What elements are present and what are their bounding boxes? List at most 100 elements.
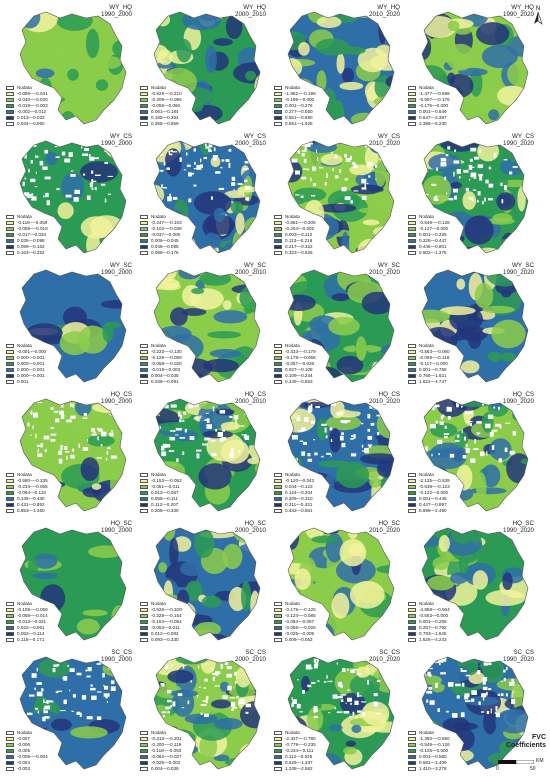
legend-swatch xyxy=(408,362,416,366)
legend-swatch xyxy=(6,749,14,753)
north-arrow: N xyxy=(530,4,546,26)
legend-row: Nodata xyxy=(274,214,338,220)
panel-variable-pair: WY_HQ xyxy=(377,4,400,11)
legend-row: 0.013—0.033 xyxy=(6,115,70,121)
basin-map xyxy=(153,398,261,512)
panel-variable-pair: HQ_SC xyxy=(110,520,132,527)
legend-swatch xyxy=(408,245,416,249)
legend-swatch xyxy=(6,251,14,255)
legend-row: 0.001 xyxy=(6,379,70,385)
basin-map xyxy=(19,527,127,641)
legend-swatch xyxy=(274,509,282,513)
scale-unit: KM xyxy=(536,758,544,764)
legend-row: 0.012—0.057 xyxy=(140,490,204,496)
panel-legend: Nodata -2.327—-0.780 -0.779—-0.235 -0.234—0… xyxy=(274,730,338,772)
legend-label: 0.802—1.375 xyxy=(419,250,447,255)
panel-legend: Nodata -0.223—-0.130 -0.129—-0.059 -0.058—-… xyxy=(140,343,204,385)
legend-row: -0.006 xyxy=(6,742,70,748)
legend-row: -0.019—-0.003 xyxy=(6,103,70,109)
legend-swatch xyxy=(274,374,282,378)
map-panel-hq-sc-1990_2000: HQ_SC 1990_2000 Nodata -0.105—-0.059 -0.058—… xyxy=(2,518,138,646)
legend-swatch xyxy=(6,509,14,513)
legend-label: -0.223—-0.130 xyxy=(151,349,182,354)
legend-swatch xyxy=(408,509,416,513)
legend-row: 0.581—1.409 xyxy=(408,760,472,766)
legend-label: Nodata xyxy=(17,472,32,477)
legend-label: -0.058—-0.020 xyxy=(151,361,182,366)
panel-variable-pair: WY_HQ xyxy=(109,4,132,11)
basin-map xyxy=(153,269,261,383)
legend-label: 0.012—0.092 xyxy=(151,631,179,636)
panel-legend: Nodata -0.861—-0.205 -0.204—0.002 0.003—0.1… xyxy=(274,214,338,256)
legend-label: -0.234—-0.065 xyxy=(17,484,48,489)
legend-swatch xyxy=(6,602,14,606)
legend-label: Nodata xyxy=(285,343,300,348)
legend-label: Nodata xyxy=(419,85,434,90)
legend-label: 0.099—0.162 xyxy=(17,244,45,249)
panel-legend: Nodata -0.007 -0.006 -0.005 -0.005—-0.004 -0.… xyxy=(6,730,70,772)
legend-label: 0.766—1.621 xyxy=(419,373,447,378)
panel-title: SC_CS 1990_2020 xyxy=(503,649,534,663)
legend-swatch xyxy=(6,368,14,372)
legend-label: 0.013—0.033 xyxy=(17,115,45,120)
legend-swatch xyxy=(274,632,282,636)
legend-swatch xyxy=(408,86,416,90)
legend-label: 0.323—0.626 xyxy=(285,250,313,255)
legend-row: 0.163—0.252 xyxy=(6,250,70,256)
legend-swatch xyxy=(408,116,416,120)
legend-swatch xyxy=(140,632,148,636)
legend-swatch xyxy=(408,368,416,372)
legend-row: 1.626—4.243 xyxy=(408,637,472,643)
legend-row: Nodata xyxy=(6,214,70,220)
legend-row: -0.223—-0.130 xyxy=(140,349,204,355)
legend-label: -0.064—0.134 xyxy=(17,490,47,495)
legend-label: 0.432—0.561 xyxy=(285,508,313,513)
panel-period: 2010_2020 xyxy=(369,269,400,276)
legend-swatch xyxy=(408,227,416,231)
legend-label: Nodata xyxy=(419,601,434,606)
basin-map xyxy=(287,140,395,254)
legend-swatch xyxy=(6,503,14,507)
legend-label: -0.017—0.034 xyxy=(17,232,47,237)
legend-row: -0.175—0.000 xyxy=(408,103,472,109)
legend-swatch xyxy=(274,755,282,759)
map-panel-sc-cs-1990_2020: SC_CS 1990_2020 Nodata -1.350—-0.550 -0.549—… xyxy=(404,647,540,775)
legend-swatch xyxy=(140,374,148,378)
legend-swatch xyxy=(408,626,416,630)
panel-variable-pair: WY_CS xyxy=(109,133,132,140)
legend-label: -0.538—-0.123 xyxy=(419,484,450,489)
panel-period: 1990_2020 xyxy=(503,398,534,405)
legend-label: 0.001—0.580 xyxy=(419,754,447,759)
legend-label: -0.563—0.000 xyxy=(419,613,449,618)
legend-row: -0.828—-0.210 xyxy=(140,91,204,97)
legend-label: 2.398—6.230 xyxy=(419,121,447,126)
panel-legend: Nodata -4.858—-0.564 -0.563—0.000 0.001—0.2… xyxy=(408,601,472,643)
panel-title: HQ_SC 2010_2020 xyxy=(369,520,400,534)
panel-title: WY_CS 2000_2010 xyxy=(235,133,266,147)
legend-swatch xyxy=(6,104,14,108)
legend-swatch xyxy=(274,749,282,753)
scale-bar xyxy=(498,760,534,764)
panel-variable-pair: WY_HQ xyxy=(243,4,266,11)
legend-row: 0.277—0.550 xyxy=(274,109,338,115)
legend-label: -0.122—0.000 xyxy=(419,490,449,495)
legend-label: 0.001 xyxy=(17,379,29,384)
legend-row: -0.004 xyxy=(6,760,70,766)
legend-row: Nodata xyxy=(140,214,204,220)
legend-row: 0.766—1.621 xyxy=(408,373,472,379)
legend-row: 0.432—0.561 xyxy=(274,508,338,514)
legend-row: -0.058—-0.014 xyxy=(6,613,70,619)
legend-label: -0.175—0.000 xyxy=(419,103,449,108)
legend-row: Nodata xyxy=(6,601,70,607)
legend-swatch xyxy=(274,86,282,90)
panel-legend: Nodata -1.350—-0.550 -0.549—-0.126 -0.125—0… xyxy=(408,730,472,772)
legend-swatch xyxy=(274,608,282,612)
legend-label: Nodata xyxy=(151,343,166,348)
panel-variable-pair: WY_SC xyxy=(511,262,534,269)
legend-label: 0.061—0.184 xyxy=(151,109,179,114)
legend-swatch xyxy=(6,485,14,489)
legend-swatch xyxy=(408,497,416,501)
legend-row: 0.001—0.765 xyxy=(408,367,472,373)
map-panel-sc-cs-2000_2010: SC_CS 2000_2010 Nodata -0.313—-0.201 -0.200—… xyxy=(136,647,272,775)
legend-label: -2.135—-0.539 xyxy=(419,478,450,483)
